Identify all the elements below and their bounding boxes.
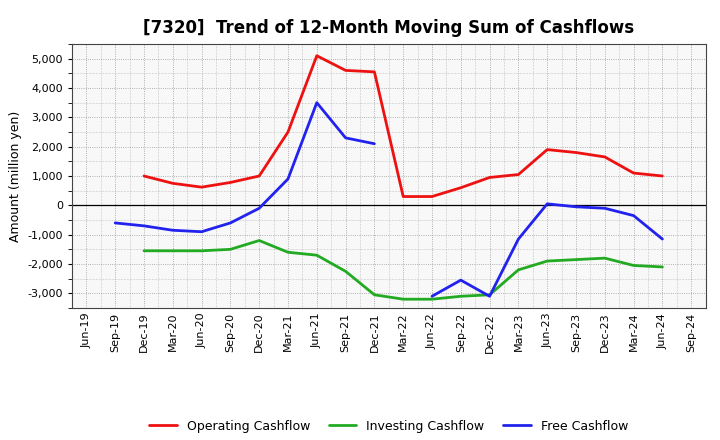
Operating Cashflow [629,170,638,176]
Free Cashflow [456,278,465,283]
Operating Cashflow [370,69,379,74]
Investing Cashflow [485,292,494,297]
Investing Cashflow [572,257,580,262]
Operating Cashflow [456,185,465,191]
Free Cashflow [485,293,494,299]
Free Cashflow [284,176,292,182]
Free Cashflow [600,205,609,211]
Free Cashflow [370,141,379,147]
Free Cashflow [341,135,350,140]
Free Cashflow [312,100,321,105]
Operating Cashflow [428,194,436,199]
Investing Cashflow [456,293,465,299]
Investing Cashflow [629,263,638,268]
Operating Cashflow [284,129,292,135]
Investing Cashflow [370,292,379,297]
Free Cashflow [168,227,177,233]
Free Cashflow [226,220,235,226]
Investing Cashflow [514,267,523,272]
Free Cashflow [629,213,638,218]
Investing Cashflow [428,297,436,302]
Free Cashflow [255,205,264,211]
Operating Cashflow [572,150,580,155]
Investing Cashflow [341,269,350,274]
Free Cashflow [572,204,580,209]
Investing Cashflow [600,256,609,261]
Operating Cashflow [658,173,667,179]
Investing Cashflow [312,253,321,258]
Investing Cashflow [543,258,552,264]
Investing Cashflow [140,248,148,253]
Line: Free Cashflow: Free Cashflow [115,103,662,296]
Free Cashflow [543,201,552,206]
Investing Cashflow [255,238,264,243]
Operating Cashflow [399,194,408,199]
Operating Cashflow [140,173,148,179]
Operating Cashflow [600,154,609,160]
Line: Investing Cashflow: Investing Cashflow [144,241,662,299]
Line: Operating Cashflow: Operating Cashflow [144,56,662,197]
Investing Cashflow [197,248,206,253]
Operating Cashflow [255,173,264,179]
Investing Cashflow [226,247,235,252]
Free Cashflow [111,220,120,226]
Free Cashflow [197,229,206,235]
Legend: Operating Cashflow, Investing Cashflow, Free Cashflow: Operating Cashflow, Investing Cashflow, … [145,414,633,437]
Operating Cashflow [485,175,494,180]
Free Cashflow [140,223,148,228]
Title: [7320]  Trend of 12-Month Moving Sum of Cashflows: [7320] Trend of 12-Month Moving Sum of C… [143,19,634,37]
Investing Cashflow [399,297,408,302]
Operating Cashflow [197,184,206,190]
Investing Cashflow [168,248,177,253]
Free Cashflow [428,293,436,299]
Investing Cashflow [658,264,667,270]
Free Cashflow [514,236,523,242]
Operating Cashflow [226,180,235,185]
Y-axis label: Amount (million yen): Amount (million yen) [9,110,22,242]
Operating Cashflow [341,68,350,73]
Operating Cashflow [168,181,177,186]
Operating Cashflow [514,172,523,177]
Free Cashflow [658,236,667,242]
Operating Cashflow [312,53,321,59]
Operating Cashflow [543,147,552,152]
Investing Cashflow [284,249,292,255]
